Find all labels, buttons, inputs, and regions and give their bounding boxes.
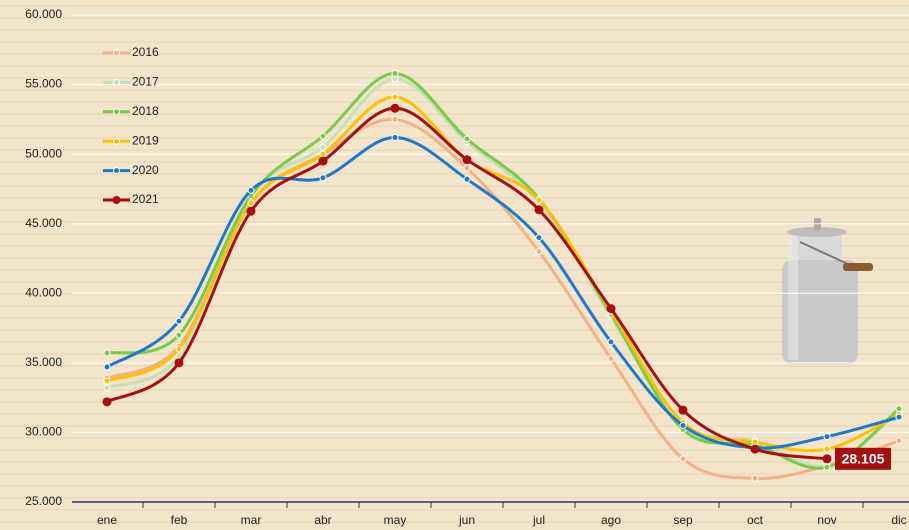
data-point [247, 199, 255, 207]
legend-label: 2021 [132, 192, 159, 206]
data-point [391, 93, 399, 101]
data-point [463, 175, 471, 183]
data-point [103, 377, 111, 385]
y-tick-label: 30.000 [25, 425, 62, 439]
legend-label: 2017 [132, 75, 159, 89]
data-point [175, 345, 183, 353]
x-tick-label: ene [97, 513, 117, 527]
data-point [175, 317, 183, 325]
data-label-box [835, 447, 891, 470]
data-point [679, 455, 687, 463]
data-point [103, 384, 111, 392]
data-point [751, 474, 759, 482]
data-point [607, 355, 615, 363]
y-tick-label: 40.000 [25, 285, 62, 299]
legend-marker [113, 108, 120, 116]
x-tick-label: abr [314, 513, 331, 527]
data-point [319, 143, 327, 151]
data-label: 28.105 [842, 450, 885, 466]
data-point [535, 234, 543, 242]
legend-marker [113, 78, 120, 86]
data-point [103, 349, 111, 357]
data-point [607, 338, 615, 346]
legend-label: 2018 [132, 104, 159, 118]
x-tick-label: sep [673, 513, 693, 527]
data-point [463, 135, 471, 143]
x-tick-label: nov [817, 513, 836, 527]
legend-label: 2016 [132, 45, 159, 59]
data-point [103, 363, 111, 371]
data-point [391, 133, 399, 141]
data-point [534, 205, 544, 215]
x-tick-label: mar [241, 513, 262, 527]
data-point [823, 445, 831, 453]
data-point [391, 115, 399, 123]
x-tick-label: feb [171, 513, 188, 527]
data-point [391, 69, 399, 77]
data-point [895, 413, 903, 421]
y-tick-label: 35.000 [25, 355, 62, 369]
y-tick-label: 55.000 [25, 77, 62, 91]
x-tick-label: ago [601, 513, 621, 527]
data-point [606, 304, 616, 314]
x-tick-label: oct [747, 513, 764, 527]
legend-marker [113, 137, 120, 145]
data-point [895, 437, 903, 445]
x-tick-label: jul [532, 513, 545, 527]
data-point [174, 358, 184, 368]
data-point [318, 156, 328, 166]
data-point [679, 421, 687, 429]
x-tick-label: dic [891, 513, 906, 527]
data-point [535, 196, 543, 204]
data-point [462, 155, 472, 165]
y-tick-label: 60.000 [25, 7, 62, 21]
y-tick-label: 45.000 [25, 216, 62, 230]
y-tick-label: 50.000 [25, 146, 62, 160]
legend-marker [113, 167, 120, 175]
data-point [102, 397, 112, 407]
data-point [247, 186, 255, 194]
data-point [678, 405, 688, 415]
legend-marker [113, 49, 120, 57]
data-point [246, 206, 256, 216]
x-tick-label: jun [458, 513, 475, 527]
data-point [175, 331, 183, 339]
x-tick-label: may [384, 513, 407, 527]
data-point [535, 248, 543, 256]
data-point [823, 463, 831, 471]
data-point [823, 433, 831, 441]
milk-can [782, 218, 873, 364]
y-tick-label: 25.000 [25, 494, 62, 508]
legend-label: 2020 [132, 163, 159, 177]
data-point [319, 174, 327, 182]
data-point [822, 454, 832, 464]
legend-label: 2019 [132, 133, 159, 147]
data-point [463, 164, 471, 172]
data-point [390, 103, 400, 113]
data-point [319, 132, 327, 140]
data-point [319, 150, 327, 158]
legend-marker [112, 196, 121, 204]
data-point [750, 444, 760, 454]
